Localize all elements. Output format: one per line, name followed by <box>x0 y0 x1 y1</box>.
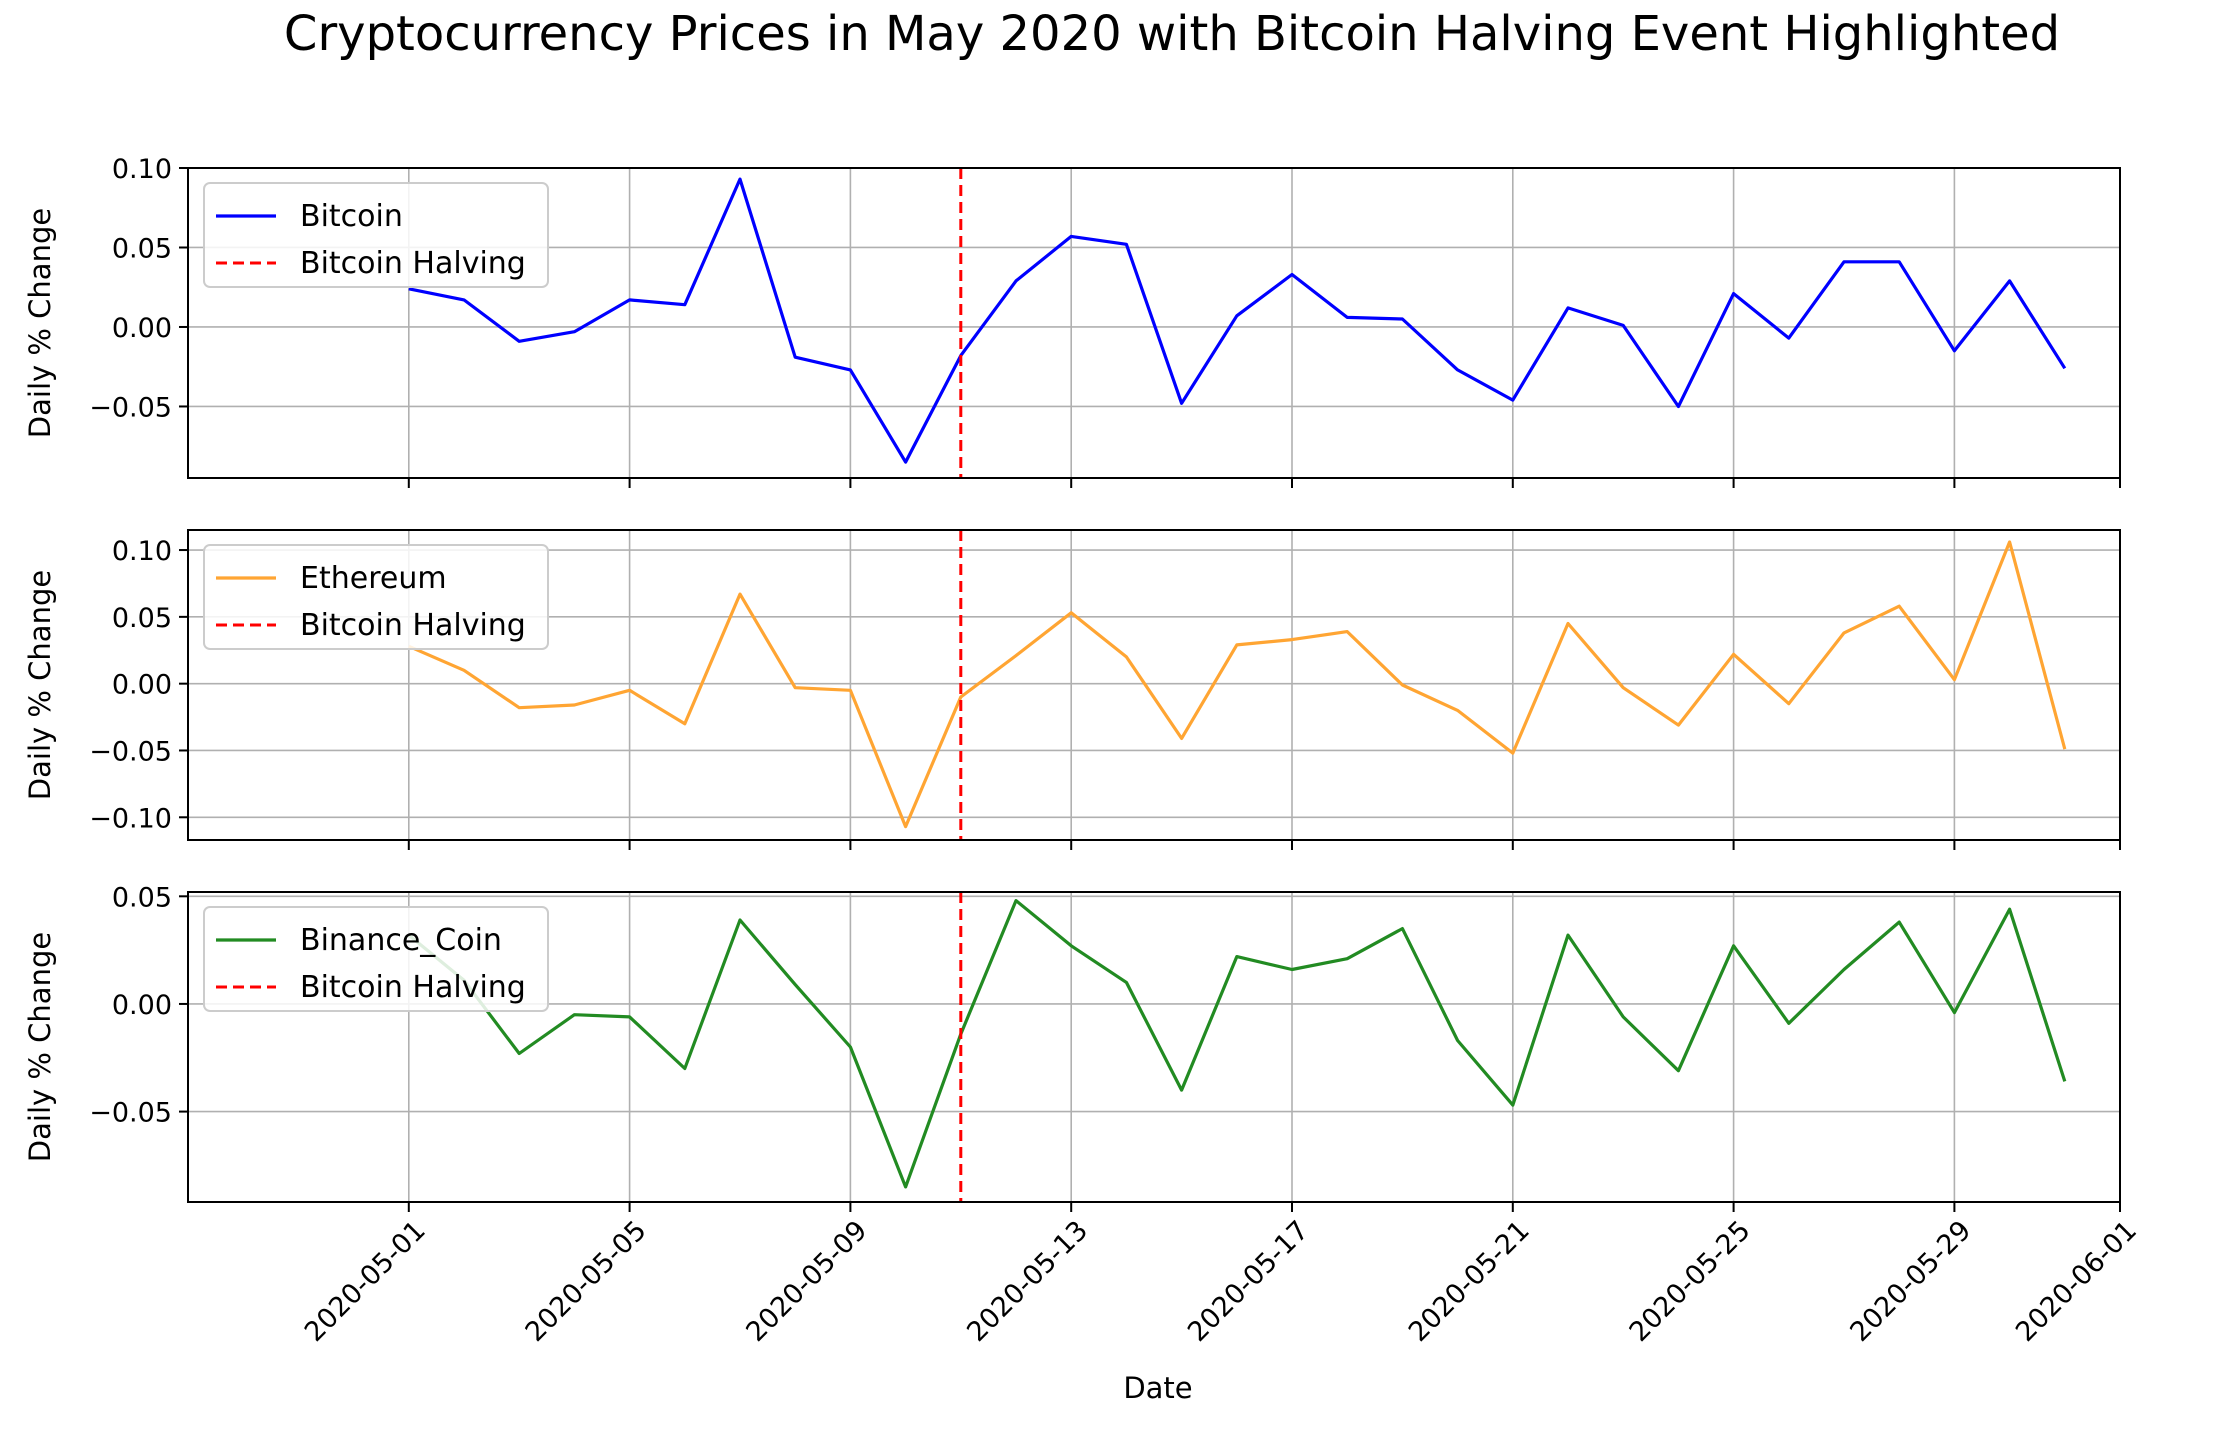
y-tick-label: 0.05 <box>112 603 172 634</box>
chart-title: Cryptocurrency Prices in May 2020 with B… <box>284 6 2060 62</box>
plot-frame <box>187 891 2121 1203</box>
y-tick-label: −0.05 <box>89 392 172 423</box>
legend: Ethereum Bitcoin Halving <box>203 544 549 650</box>
x-tick-label: 2020-05-29 <box>1844 1215 1977 1348</box>
y-tick-label: 0.00 <box>112 990 172 1021</box>
x-tick-label: 2020-05-13 <box>961 1215 1094 1348</box>
legend-label-series: Ethereum <box>300 561 447 596</box>
y-axis-label: Daily % Change <box>23 570 57 800</box>
y-tick-label: −0.05 <box>89 1098 172 1129</box>
y-tick-label: 0.05 <box>112 233 172 264</box>
x-axis: 2020-05-01 2020-05-05 2020-05-09 2020-05-13… <box>299 1215 2143 1348</box>
x-tick-label: 2020-05-21 <box>1403 1215 1536 1348</box>
legend-label-halving: Bitcoin Halving <box>300 608 526 643</box>
legend-label-halving: Bitcoin Halving <box>300 246 526 281</box>
series-line-ethereum <box>408 540 2067 829</box>
x-tick-label: 2020-06-01 <box>2010 1215 2143 1348</box>
y-tick-label: 0.00 <box>112 313 172 344</box>
plot-frame <box>187 529 2121 841</box>
legend-box <box>203 544 549 650</box>
legend-box <box>203 906 549 1012</box>
legend: Bitcoin Bitcoin Halving <box>203 182 549 288</box>
legend-label-series: Bitcoin <box>300 199 403 234</box>
legend-label-halving: Bitcoin Halving <box>300 970 526 1005</box>
x-axis-label: Date <box>1123 1371 1192 1405</box>
x-tick-label: 2020-05-05 <box>520 1215 653 1348</box>
y-tick-label: −0.05 <box>89 736 172 767</box>
x-tick-label: 2020-05-17 <box>1182 1215 1315 1348</box>
series-line-binance-coin <box>407 898 2067 1189</box>
legend-box <box>203 182 549 288</box>
y-tick-label: 0.10 <box>112 154 172 185</box>
series-line-bitcoin <box>408 177 2067 464</box>
x-tick-label: 2020-05-01 <box>299 1215 432 1348</box>
y-axis-label: Daily % Change <box>23 932 57 1162</box>
legend: Binance_Coin Bitcoin Halving <box>203 906 549 1012</box>
y-tick-label: 0.10 <box>112 536 172 567</box>
x-tick-label: 2020-05-09 <box>740 1215 873 1348</box>
panel-2: 0.10 0.05 0.00 −0.05 −0.10 Daily % Change Ethe… <box>23 529 2121 850</box>
y-tick-label: 0.00 <box>112 670 172 701</box>
plot-frame <box>187 167 2121 479</box>
y-axis-label: Daily % Change <box>23 208 57 438</box>
x-tick-label: 2020-05-25 <box>1624 1215 1757 1348</box>
y-tick-label: 0.05 <box>112 882 172 913</box>
y-tick-label: −0.10 <box>89 803 172 834</box>
legend-label-series: Binance_Coin <box>300 923 502 958</box>
